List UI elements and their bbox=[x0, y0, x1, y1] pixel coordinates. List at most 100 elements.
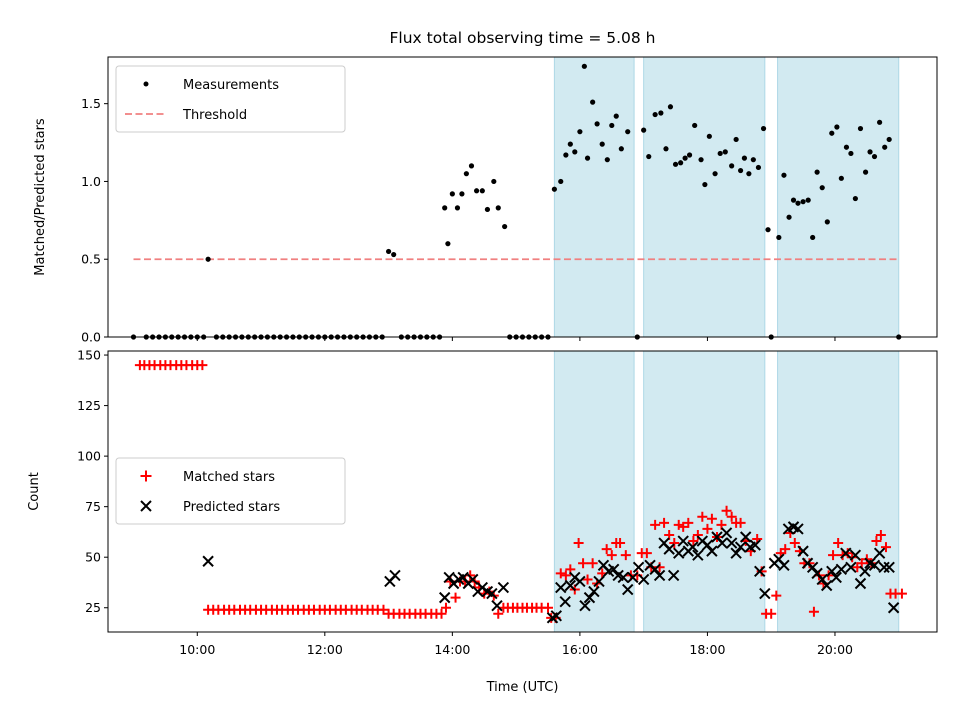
top-y-ticks: 0.0 0.5 1.0 1.5 bbox=[81, 96, 108, 345]
measurement-point bbox=[672, 161, 679, 167]
measurement-point bbox=[594, 121, 600, 127]
predicted-star-point bbox=[559, 595, 571, 608]
measurement-point bbox=[658, 110, 664, 116]
top-observing-windows bbox=[553, 56, 900, 338]
predicted-star-point bbox=[826, 565, 838, 578]
matched-star-point bbox=[669, 538, 680, 549]
predicted-star-point bbox=[887, 602, 900, 614]
measurement-point bbox=[682, 155, 688, 161]
predicted-star-point bbox=[677, 535, 689, 547]
measurement-point bbox=[800, 199, 806, 205]
measurement-point bbox=[750, 157, 756, 163]
predicted-star-point bbox=[806, 561, 819, 574]
predicted-star-point bbox=[617, 571, 629, 584]
predicted-star-point bbox=[637, 573, 650, 586]
measurement-point bbox=[652, 111, 658, 118]
predicted-star-point bbox=[716, 537, 728, 549]
predicted-star-point bbox=[649, 563, 661, 576]
predicted-star-point bbox=[830, 571, 842, 584]
measurement-point bbox=[729, 163, 735, 169]
predicted-star-point bbox=[202, 555, 214, 567]
top-axes-frame bbox=[107, 56, 938, 338]
top-legend-box bbox=[115, 65, 346, 133]
matched-star-point bbox=[560, 570, 571, 581]
measurement-point bbox=[491, 178, 497, 185]
measurement-point bbox=[805, 197, 811, 203]
measurement-point bbox=[810, 234, 816, 241]
measurement-point bbox=[746, 171, 752, 177]
measurement-point bbox=[857, 125, 864, 132]
x-axis-label: Time (UTC) bbox=[486, 680, 559, 695]
predicted-star-point bbox=[486, 587, 498, 600]
top-y-tick-label: 0.5 bbox=[81, 252, 101, 267]
predicted-star-point bbox=[883, 561, 895, 574]
measurement-point bbox=[717, 150, 723, 157]
matched-star-point bbox=[378, 604, 389, 615]
bottom-y-tick-label: 150 bbox=[77, 348, 101, 363]
ratio-panel: 0.0 0.5 1.0 1.5 Flux total observing time =… bbox=[33, 29, 938, 345]
measurement-point bbox=[848, 150, 854, 157]
legend-predicted-marker bbox=[140, 500, 152, 512]
predicted-star-point bbox=[759, 587, 771, 600]
measurement-point bbox=[741, 155, 748, 161]
predicted-star-point bbox=[673, 547, 685, 559]
predicted-star-point bbox=[564, 579, 577, 592]
measurement-point bbox=[882, 144, 888, 150]
measurement-point bbox=[590, 99, 596, 105]
predicted-star-point bbox=[835, 563, 848, 576]
measurement-point bbox=[484, 206, 491, 213]
predicted-star-point bbox=[878, 561, 890, 574]
measurement-point bbox=[558, 178, 564, 185]
matched-star-point bbox=[683, 517, 694, 528]
predicted-star-point bbox=[873, 547, 886, 559]
matched-star-point bbox=[543, 602, 554, 613]
predicted-star-point bbox=[491, 600, 503, 612]
measurement-point bbox=[760, 125, 767, 132]
matched-star-point bbox=[692, 529, 703, 540]
measurement-point bbox=[776, 234, 782, 241]
bottom-y-tick-label: 25 bbox=[85, 600, 101, 615]
matched-star-point bbox=[726, 511, 737, 522]
measurement-point bbox=[584, 155, 591, 161]
x-tick-label: 12:00 bbox=[307, 642, 343, 657]
bottom-legend-box bbox=[115, 457, 346, 525]
matched-star-point bbox=[875, 529, 886, 540]
top-y-tick-label: 1.0 bbox=[81, 174, 101, 189]
predicted-star-point bbox=[667, 569, 680, 582]
bottom-y-ticks: 25 50 75 100 125 150 bbox=[77, 348, 108, 615]
count-panel: 25 50 75 100 125 150 10:00 12:00 14:00 16:00 18:0… bbox=[27, 348, 938, 695]
measurement-point bbox=[755, 164, 762, 171]
predicted-star-point bbox=[653, 569, 666, 582]
bottom-axes-frame bbox=[107, 350, 938, 633]
legend-measurements-marker bbox=[143, 81, 149, 87]
predicted-star-point bbox=[389, 569, 401, 582]
predicted-star-point bbox=[701, 539, 714, 551]
matched-star-point bbox=[582, 574, 593, 585]
measurement-point bbox=[581, 63, 587, 69]
measurement-point bbox=[871, 153, 878, 160]
matched-star-point bbox=[735, 517, 746, 528]
measurement-point bbox=[886, 136, 892, 143]
measurement-point bbox=[706, 133, 712, 139]
matched-star-point bbox=[766, 608, 777, 619]
predicted-star-point bbox=[778, 559, 790, 571]
predicted-star-point bbox=[859, 565, 871, 578]
top-y-axis-label: Matched/Predicted stars bbox=[33, 118, 48, 276]
predicted-star-point bbox=[797, 545, 809, 557]
predicted-star-point bbox=[593, 575, 605, 588]
x-tick-label: 20:00 bbox=[817, 642, 853, 657]
top-observing-window-0 bbox=[553, 56, 635, 338]
matched-star-point bbox=[650, 519, 661, 530]
predicted-star-point bbox=[588, 585, 600, 598]
predicted-star-point bbox=[849, 549, 862, 561]
matched-star-point bbox=[606, 550, 617, 561]
matched-star-point bbox=[789, 538, 800, 549]
measurement-point bbox=[572, 149, 578, 155]
matched-star-point bbox=[702, 523, 713, 534]
measurement-point bbox=[613, 113, 619, 119]
predicted-star-point bbox=[854, 577, 867, 590]
bottom-y-tick-label: 125 bbox=[77, 398, 101, 413]
predicted-star-point bbox=[555, 581, 567, 594]
predicted-star-point bbox=[754, 565, 766, 578]
